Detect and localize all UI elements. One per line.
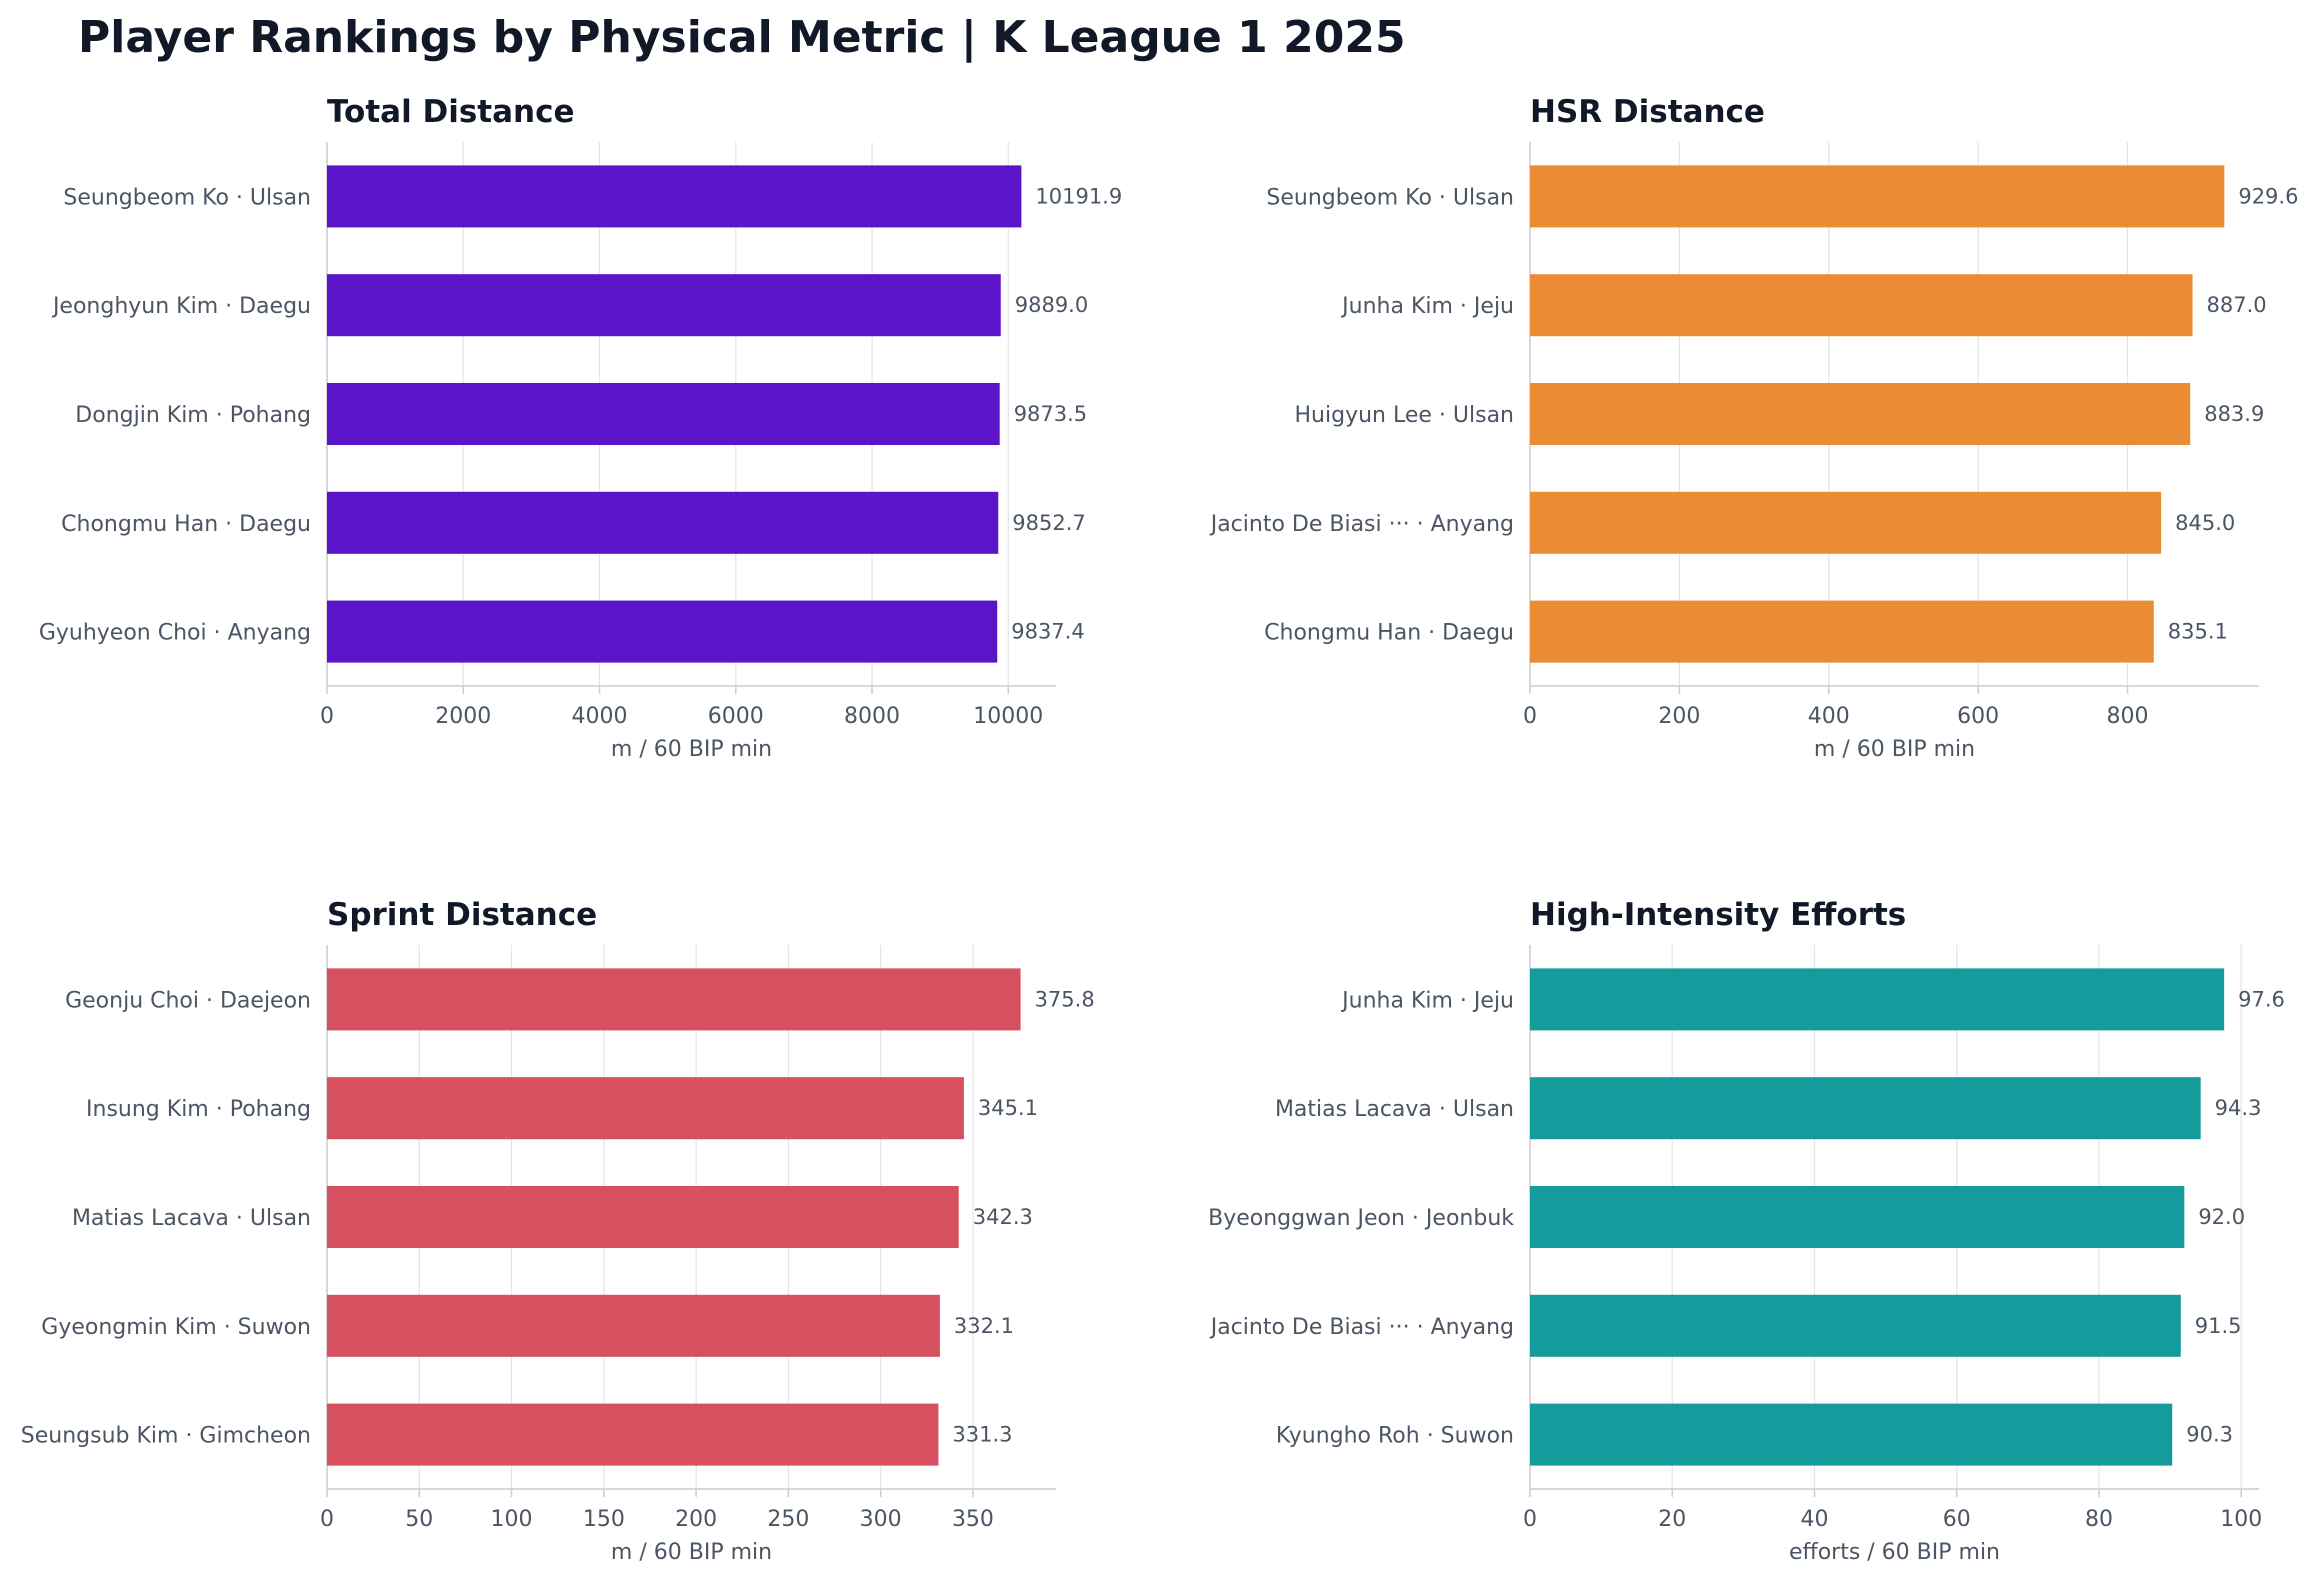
value-label: 929.6 — [2238, 184, 2298, 208]
category-label: Matias Lacava · Ulsan — [72, 1206, 311, 1231]
x-tick-label: 100 — [2220, 1507, 2262, 1532]
category-label: Seungbeom Ko · Ulsan — [1266, 185, 1514, 210]
bar — [327, 968, 1021, 1031]
x-tick-label: 400 — [1808, 704, 1850, 729]
bar — [327, 1185, 959, 1249]
value-label: 91.5 — [2195, 1314, 2242, 1338]
value-label: 331.3 — [952, 1423, 1012, 1447]
category-label: Byeonggwan Jeon · Jeonbuk — [1208, 1206, 1514, 1231]
bar — [1530, 491, 2162, 554]
value-label: 883.9 — [2204, 402, 2264, 426]
x-axis-label: efforts / 60 BIP min — [1789, 1540, 2000, 1565]
category-label: Geonju Choi · Daejeon — [65, 988, 311, 1013]
bar — [1530, 968, 2225, 1031]
category-label: Jacinto De Biasi ··· · Anyang — [1209, 1315, 1514, 1340]
bar — [1530, 1403, 2173, 1466]
bar — [1530, 1294, 2181, 1357]
value-label: 9873.5 — [1014, 402, 1087, 426]
value-label: 835.1 — [2168, 620, 2228, 644]
category-label: Junha Kim · Jeju — [1340, 988, 1514, 1013]
value-label: 342.3 — [973, 1205, 1033, 1229]
value-label: 9889.0 — [1015, 293, 1088, 317]
bar — [327, 165, 1022, 228]
x-tick-label: 8000 — [844, 704, 900, 729]
panel-title: High-Intensity Efforts — [1530, 897, 1906, 933]
value-label: 10191.9 — [1035, 184, 1122, 208]
x-tick-label: 60 — [1943, 1507, 1971, 1532]
bar — [327, 1077, 964, 1140]
panel-title: HSR Distance — [1530, 94, 1765, 130]
x-tick-label: 6000 — [708, 704, 764, 729]
bar — [327, 1403, 939, 1466]
x-tick-label: 10000 — [973, 704, 1043, 729]
bar — [1530, 274, 2193, 337]
x-tick-label: 40 — [1800, 1507, 1828, 1532]
x-axis-label: m / 60 BIP min — [611, 1540, 772, 1565]
category-label: Chongmu Han · Daegu — [61, 512, 311, 537]
x-tick-label: 100 — [491, 1507, 533, 1532]
x-tick-label: 0 — [320, 1507, 334, 1532]
bar — [1530, 600, 2154, 663]
x-axis-label: m / 60 BIP min — [1814, 737, 1975, 762]
x-tick-label: 250 — [767, 1507, 809, 1532]
x-tick-label: 2000 — [435, 704, 491, 729]
category-label: Insung Kim · Pohang — [86, 1097, 311, 1122]
bar — [327, 274, 1001, 337]
value-label: 92.0 — [2198, 1205, 2245, 1229]
x-axis-label: m / 60 BIP min — [611, 737, 772, 762]
value-label: 90.3 — [2186, 1423, 2233, 1447]
x-tick-label: 0 — [1523, 704, 1537, 729]
category-label: Matias Lacava · Ulsan — [1275, 1097, 1514, 1122]
category-label: Chongmu Han · Daegu — [1264, 621, 1514, 646]
bar — [327, 1294, 940, 1357]
chart-panel-4: High-Intensity Efforts 0 20 40 60 80 100 effort… — [1208, 897, 2285, 1565]
category-label: Jeonghyun Kim · Daegu — [51, 294, 311, 319]
x-tick-label: 150 — [583, 1507, 625, 1532]
bar — [1530, 382, 2191, 446]
value-label: 9852.7 — [1012, 511, 1085, 535]
value-label: 887.0 — [2207, 293, 2267, 317]
x-tick-label: 0 — [320, 704, 334, 729]
category-label: Gyuhyeon Choi · Anyang — [39, 621, 311, 646]
bar — [1530, 165, 2225, 228]
x-tick-label: 80 — [2085, 1507, 2113, 1532]
category-label: Seungbeom Ko · Ulsan — [63, 185, 311, 210]
category-label: Jacinto De Biasi ··· · Anyang — [1209, 512, 1514, 537]
category-label: Junha Kim · Jeju — [1340, 294, 1514, 319]
x-tick-label: 200 — [1658, 704, 1700, 729]
x-tick-label: 600 — [1957, 704, 1999, 729]
x-tick-label: 4000 — [572, 704, 628, 729]
x-tick-label: 350 — [952, 1507, 994, 1532]
bar — [327, 600, 998, 663]
figure-title: Player Rankings by Physical Metric | K L… — [78, 12, 1406, 63]
bar — [1530, 1077, 2201, 1140]
panel-title: Sprint Distance — [327, 897, 597, 933]
panel-title: Total Distance — [327, 94, 575, 130]
value-label: 9837.4 — [1011, 620, 1084, 644]
x-tick-label: 800 — [2107, 704, 2149, 729]
category-label: Kyungho Roh · Suwon — [1276, 1424, 1514, 1449]
category-label: Seungsub Kim · Gimcheon — [21, 1424, 311, 1449]
bar — [1530, 1185, 2185, 1249]
chart-panel-2: HSR Distance 0 200 400 600 800 m / 60 BIP min S… — [1209, 94, 2299, 762]
chart-panel-1: Total Distance 0 2000 4000 6000 8000 10000 m / … — [39, 94, 1122, 762]
x-tick-label: 20 — [1658, 1507, 1686, 1532]
value-label: 332.1 — [954, 1314, 1014, 1338]
value-label: 94.3 — [2215, 1096, 2262, 1120]
category-label: Huigyun Lee · Ulsan — [1295, 403, 1514, 428]
x-tick-label: 300 — [860, 1507, 902, 1532]
x-tick-label: 0 — [1523, 1507, 1537, 1532]
value-label: 845.0 — [2175, 511, 2235, 535]
x-tick-label: 50 — [405, 1507, 433, 1532]
bar — [327, 382, 1000, 446]
chart-panel-3: Sprint Distance 0 50 100 150 200 250 300 350 m / … — [21, 897, 1095, 1565]
x-tick-label: 200 — [675, 1507, 717, 1532]
value-label: 375.8 — [1035, 987, 1095, 1011]
value-label: 97.6 — [2238, 987, 2285, 1011]
category-label: Gyeongmin Kim · Suwon — [41, 1315, 311, 1340]
value-label: 345.1 — [978, 1096, 1038, 1120]
bar — [327, 491, 999, 554]
category-label: Dongjin Kim · Pohang — [75, 403, 311, 428]
